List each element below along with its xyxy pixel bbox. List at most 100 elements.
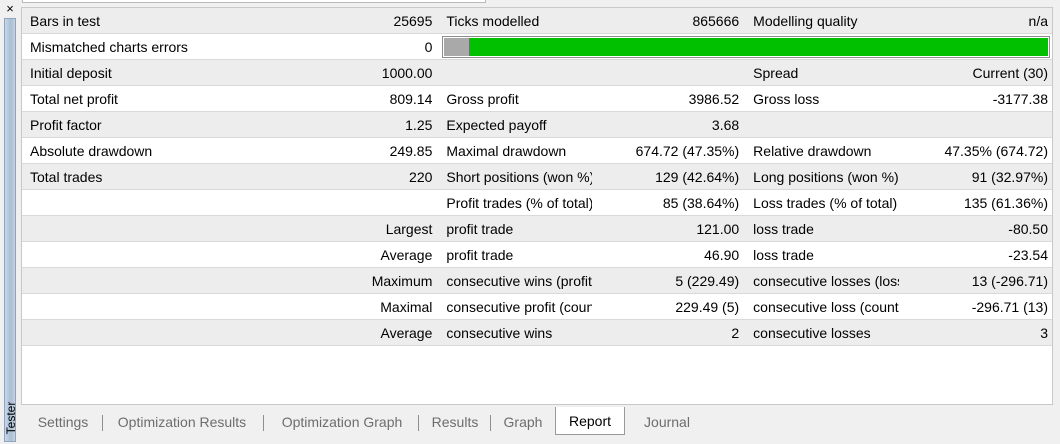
value-3: 91 (32.97%) <box>898 163 1052 190</box>
value-2: 46.90 <box>591 241 746 268</box>
value-2: 129 (42.64%) <box>591 163 746 190</box>
tab-report[interactable]: Report <box>555 407 625 435</box>
label-1: Initial deposit <box>22 59 285 86</box>
label-3: Loss trades (% of total) <box>745 189 899 216</box>
value-2: 674.72 (47.35%) <box>591 137 746 164</box>
label-2: consecutive wins (profit in ... <box>438 267 592 294</box>
value-1 <box>285 189 439 216</box>
tab-separator <box>418 415 419 431</box>
tab-optimization-graph[interactable]: Optimization Graph <box>281 414 403 430</box>
value-1: Average <box>285 319 439 346</box>
label-2: consecutive profit (count of ... <box>438 293 592 320</box>
label-2: Profit trades (% of total) <box>438 189 592 216</box>
label-1: Bars in test <box>22 8 285 34</box>
value-1: Largest <box>285 215 439 242</box>
report-row: Initial deposit 1000.00 Spread Current (30) <box>22 59 1052 86</box>
label-1: Mismatched charts errors <box>22 33 285 60</box>
value-3: -23.54 <box>898 241 1052 268</box>
tester-sidebar-strip: Tester <box>4 18 18 442</box>
tab-separator <box>263 415 264 431</box>
label-3: Long positions (won %) <box>745 163 899 190</box>
label-3: loss trade <box>745 215 899 242</box>
label-3: Modelling quality <box>745 8 899 34</box>
top-edge-box <box>22 0 486 3</box>
value-3: n/a <box>898 8 1052 34</box>
value-2: 3.68 <box>591 111 746 138</box>
value-3: Current (30) <box>898 59 1052 86</box>
value-1: 0 <box>285 33 439 60</box>
value-3: -296.71 (13) <box>898 293 1052 320</box>
report-row: Largest profit trade 121.00 loss trade -80.5… <box>22 215 1052 242</box>
label-2: profit trade <box>438 241 592 268</box>
value-3 <box>898 111 1052 138</box>
value-2: 229.49 (5) <box>591 293 746 320</box>
value-3: -3177.38 <box>898 85 1052 112</box>
label-2: consecutive wins <box>438 319 592 346</box>
label-2: profit trade <box>438 215 592 242</box>
tab-journal[interactable]: Journal <box>644 414 690 430</box>
tab-separator <box>102 415 103 431</box>
label-3: Relative drawdown <box>745 137 899 164</box>
value-1: 1.25 <box>285 111 439 138</box>
report-row: Total net profit 809.14 Gross profit 3986.5… <box>22 85 1052 112</box>
modelling-quality-bar <box>442 35 1050 58</box>
side-panel: × Tester <box>0 0 20 444</box>
label-1: Total net profit <box>22 85 285 112</box>
report-row: Absolute drawdown 249.85 Maximal drawdown 6… <box>22 137 1052 164</box>
close-icon[interactable]: × <box>6 1 14 16</box>
value-1: 25695 <box>285 8 439 34</box>
label-1: Total trades <box>22 163 285 190</box>
value-1: Maximum <box>285 267 439 294</box>
modelling-quality-bar-cell <box>438 33 1052 60</box>
report-row: Profit factor 1.25 Expected payoff 3.68 <box>22 111 1052 138</box>
value-2: 85 (38.64%) <box>591 189 746 216</box>
tab-graph[interactable]: Graph <box>503 414 543 430</box>
label-2 <box>438 59 592 86</box>
label-3: consecutive loss (count of lo... <box>745 293 899 320</box>
label-1 <box>22 215 285 242</box>
value-2: 5 (229.49) <box>591 267 746 294</box>
report-table: Bars in test 25695 Ticks modelled 865666 Mod… <box>22 8 1052 346</box>
label-1 <box>22 319 285 346</box>
tab-optimization-results[interactable]: Optimization Results <box>117 414 247 430</box>
tab-separator <box>490 415 491 431</box>
report-row: Mismatched charts errors 0 <box>22 33 1052 60</box>
value-1: 1000.00 <box>285 59 439 86</box>
value-2: 865666 <box>591 8 746 34</box>
label-1 <box>22 189 285 216</box>
value-1: 220 <box>285 163 439 190</box>
value-1: Average <box>285 241 439 268</box>
label-3: consecutive losses (loss in m... <box>745 267 899 294</box>
label-1 <box>22 267 285 294</box>
tester-label-text: Tester <box>4 401 18 435</box>
value-1: 809.14 <box>285 85 439 112</box>
report-row: Profit trades (% of total) 85 (38.64%) Los… <box>22 189 1052 216</box>
modelling-quality-bar-green <box>469 37 1048 56</box>
label-2: Maximal drawdown <box>438 137 592 164</box>
report-row: Average consecutive wins 2 consecutive loss… <box>22 319 1052 346</box>
value-3: 13 (-296.71) <box>898 267 1052 294</box>
value-3: 3 <box>898 319 1052 346</box>
label-3: loss trade <box>745 241 899 268</box>
tab-results[interactable]: Results <box>431 414 479 430</box>
label-3 <box>745 111 899 138</box>
label-3: Gross loss <box>745 85 899 112</box>
label-3: consecutive losses <box>745 319 899 346</box>
value-2: 3986.52 <box>591 85 746 112</box>
label-2: Short positions (won %) <box>438 163 592 190</box>
value-2 <box>591 59 746 86</box>
value-1: 249.85 <box>285 137 439 164</box>
report-row: Average profit trade 46.90 loss trade -23.54 <box>22 241 1052 268</box>
label-2: Expected payoff <box>438 111 592 138</box>
tab-settings[interactable]: Settings <box>37 414 89 430</box>
label-2: Gross profit <box>438 85 592 112</box>
value-1: Maximal <box>285 293 439 320</box>
modelling-quality-bar-gray <box>444 37 470 56</box>
value-3: 47.35% (674.72) <box>898 137 1052 164</box>
value-2: 2 <box>591 319 746 346</box>
value-2: 121.00 <box>591 215 746 242</box>
tab-bar: Settings Optimization Results Optimizati… <box>22 407 1052 436</box>
label-1: Profit factor <box>22 111 285 138</box>
label-3: Spread <box>745 59 899 86</box>
